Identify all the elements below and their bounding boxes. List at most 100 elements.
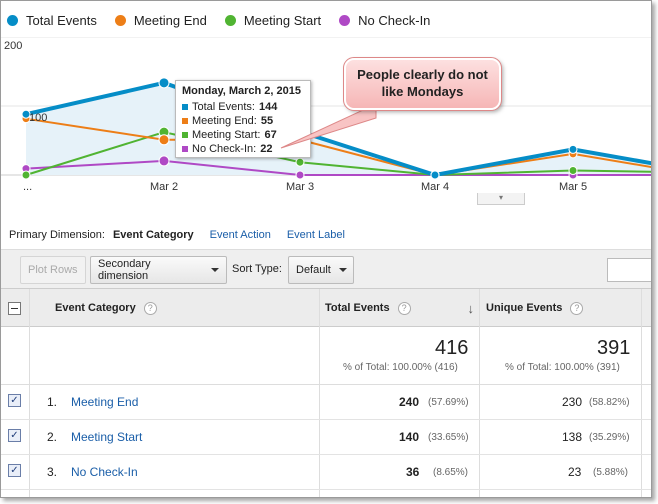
table-toolbar: Plot Rows Secondary dimension Sort Type:… bbox=[1, 249, 651, 289]
tooltip-row: Meeting End: 55 bbox=[182, 114, 304, 128]
data-point[interactable] bbox=[430, 170, 440, 180]
row-index: 1. bbox=[47, 395, 58, 409]
column-divider bbox=[641, 289, 642, 497]
column-header-label: Unique Events bbox=[486, 302, 563, 314]
row-checkbox[interactable]: ✓ bbox=[8, 464, 21, 477]
data-point[interactable] bbox=[295, 157, 305, 167]
row-unique: 23 bbox=[568, 465, 582, 479]
legend-item-no-check-in[interactable]: No Check-In bbox=[339, 13, 430, 28]
row-total: 240 bbox=[399, 395, 420, 409]
sort-descending-icon: ↓ bbox=[467, 300, 475, 316]
callout-pointer bbox=[280, 103, 377, 149]
legend-item-meeting-start[interactable]: Meeting Start bbox=[224, 13, 322, 28]
column-header-event-category[interactable]: Event Category ? bbox=[55, 289, 157, 327]
row-total-pct: (57.69%) bbox=[428, 397, 469, 408]
chart-legend: Total Events Meeting End Meeting Start N… bbox=[7, 13, 430, 28]
x-tick-label: ... bbox=[23, 181, 32, 193]
tooltip-value: 67 bbox=[264, 129, 277, 141]
row-total-pct: (33.65%) bbox=[428, 432, 469, 443]
legend-dot-icon bbox=[7, 15, 18, 26]
help-icon[interactable]: ? bbox=[143, 301, 157, 315]
legend-dot-icon bbox=[224, 15, 236, 26]
secondary-dimension-dropdown[interactable]: Secondary dimension bbox=[90, 256, 227, 284]
series-swatch-icon bbox=[182, 118, 188, 124]
chart-resize-handle[interactable]: ▾ bbox=[477, 193, 525, 205]
row-total-pct: (8.65%) bbox=[433, 467, 469, 478]
data-point[interactable] bbox=[568, 144, 578, 154]
data-point[interactable] bbox=[295, 170, 305, 180]
row-unique-pct: (58.82%) bbox=[589, 397, 630, 408]
tooltip-row: Meeting Start: 67 bbox=[182, 128, 304, 142]
select-all-checkbox[interactable] bbox=[8, 289, 21, 327]
row-unique-pct: (35.29%) bbox=[589, 432, 630, 443]
row-total: 36 bbox=[406, 465, 420, 479]
tooltip-label: Meeting Start: bbox=[192, 129, 261, 141]
chevron-down-icon bbox=[338, 268, 347, 272]
minus-icon bbox=[8, 301, 21, 315]
row-category-link[interactable]: No Check-In bbox=[71, 465, 138, 479]
column-header-label: Event Category bbox=[55, 302, 136, 314]
help-icon[interactable]: ? bbox=[397, 301, 411, 315]
row-total: 140 bbox=[399, 430, 420, 444]
data-point[interactable] bbox=[158, 134, 170, 146]
primary-dimension-bar: Primary Dimension: Event Category Event … bbox=[9, 229, 345, 241]
series-line bbox=[25, 159, 651, 176]
total-events-sum: 416 bbox=[435, 337, 469, 359]
legend-item-meeting-end[interactable]: Meeting End bbox=[114, 13, 207, 28]
table-header: Event Category ? Total Events ? ↓ Unique… bbox=[1, 289, 651, 327]
legend-label: Total Events bbox=[26, 13, 97, 28]
column-header-total-events[interactable]: Total Events ? ↓ bbox=[325, 289, 478, 327]
series-swatch-icon bbox=[182, 132, 188, 138]
row-category-link[interactable]: Meeting End bbox=[71, 395, 139, 409]
data-point[interactable] bbox=[21, 170, 31, 180]
table-row: ✓ 2. Meeting Start 140 (33.65%) 138 (35.… bbox=[1, 420, 651, 455]
series-swatch-icon bbox=[182, 104, 188, 110]
row-index: 3. bbox=[47, 465, 58, 479]
data-point[interactable] bbox=[21, 109, 31, 119]
series-line bbox=[25, 117, 651, 177]
data-point[interactable] bbox=[158, 155, 170, 167]
x-tick-label: Mar 4 bbox=[421, 181, 449, 193]
dimension-event-label[interactable]: Event Label bbox=[286, 229, 345, 241]
legend-dot-icon bbox=[339, 15, 351, 26]
secondary-dimension-label: Secondary dimension bbox=[98, 258, 151, 282]
legend-label: No Check-In bbox=[358, 13, 431, 28]
column-header-unique-events[interactable]: Unique Events ? bbox=[486, 289, 584, 327]
column-divider bbox=[29, 289, 30, 497]
tooltip-row: No Check-In: 22 bbox=[182, 142, 304, 156]
y-tick-label: 100 bbox=[29, 112, 47, 124]
data-point[interactable] bbox=[158, 77, 170, 89]
series-swatch-icon bbox=[182, 146, 188, 152]
legend-label: Meeting End bbox=[133, 13, 207, 28]
chevron-down-icon bbox=[211, 268, 219, 272]
row-checkbox[interactable]: ✓ bbox=[8, 429, 21, 442]
sort-type-dropdown[interactable]: Default bbox=[288, 256, 354, 284]
series-line bbox=[25, 80, 651, 178]
sort-type-label: Sort Type: bbox=[232, 263, 282, 275]
row-unique: 138 bbox=[562, 430, 583, 444]
sort-type-value: Default bbox=[296, 264, 331, 276]
unique-events-pct: % of Total: 100.00% (391) bbox=[505, 362, 620, 373]
dimension-event-category[interactable]: Event Category bbox=[112, 229, 194, 241]
x-tick-label: Mar 5 bbox=[559, 181, 587, 193]
legend-dot-icon bbox=[114, 15, 126, 26]
help-icon[interactable]: ? bbox=[570, 301, 584, 315]
table-row: ✓ 3. No Check-In 36 (8.65%) 23 (5.88%) bbox=[1, 455, 651, 490]
row-unique: 230 bbox=[562, 395, 583, 409]
row-unique-pct: (5.88%) bbox=[593, 467, 629, 478]
plot-rows-button[interactable]: Plot Rows bbox=[20, 256, 86, 284]
table-row: ✓ 1. Meeting End 240 (57.69%) 230 (58.82… bbox=[1, 385, 651, 420]
row-index: 2. bbox=[47, 430, 58, 444]
x-tick-label: Mar 3 bbox=[286, 181, 314, 193]
dimension-event-action[interactable]: Event Action bbox=[209, 229, 271, 241]
legend-label: Meeting Start bbox=[243, 13, 322, 28]
total-events-pct: % of Total: 100.00% (416) bbox=[343, 362, 458, 373]
table-search-input[interactable] bbox=[607, 258, 651, 282]
row-checkbox[interactable]: ✓ bbox=[8, 394, 21, 407]
legend-item-total-events[interactable]: Total Events bbox=[7, 13, 97, 28]
x-tick-label: Mar 2 bbox=[150, 181, 178, 193]
column-divider bbox=[319, 289, 320, 497]
row-category-link[interactable]: Meeting Start bbox=[71, 430, 143, 444]
data-point[interactable] bbox=[568, 166, 578, 176]
tooltip-row: Total Events: 144 bbox=[182, 100, 304, 114]
